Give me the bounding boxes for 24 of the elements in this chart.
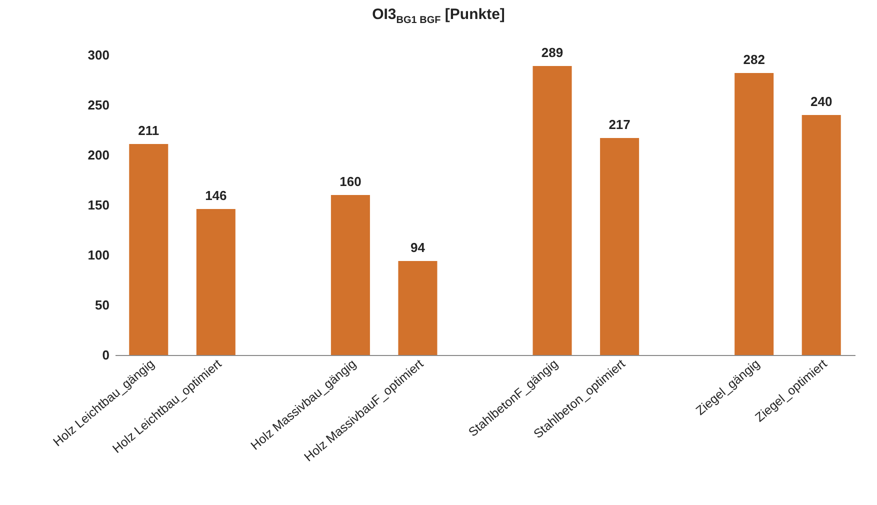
y-tick-label: 250 bbox=[88, 98, 110, 112]
data-label: 146 bbox=[205, 188, 227, 203]
data-label: 160 bbox=[340, 174, 362, 189]
bar bbox=[398, 261, 438, 355]
data-label: 217 bbox=[608, 117, 630, 132]
y-tick-label: 0 bbox=[102, 348, 110, 362]
bar bbox=[532, 66, 572, 355]
y-tick-label: 50 bbox=[95, 298, 110, 312]
chart-title: OI3$_{BG1 BGF}$ [Punkte] bbox=[371, 5, 506, 26]
data-label: 211 bbox=[138, 123, 160, 138]
data-label: 240 bbox=[810, 94, 832, 109]
bar bbox=[802, 115, 841, 355]
y-tick-label: 300 bbox=[88, 48, 110, 62]
bar bbox=[129, 144, 168, 355]
bar bbox=[734, 73, 774, 355]
data-label: 94 bbox=[410, 240, 426, 255]
bar bbox=[330, 195, 370, 355]
bar bbox=[196, 209, 236, 355]
bar bbox=[600, 138, 640, 355]
y-tick-label: 150 bbox=[88, 198, 110, 212]
y-tick-label: 100 bbox=[88, 248, 110, 262]
data-label: 289 bbox=[541, 45, 564, 60]
data-label: 282 bbox=[743, 52, 765, 67]
y-tick-label: 200 bbox=[88, 148, 110, 162]
